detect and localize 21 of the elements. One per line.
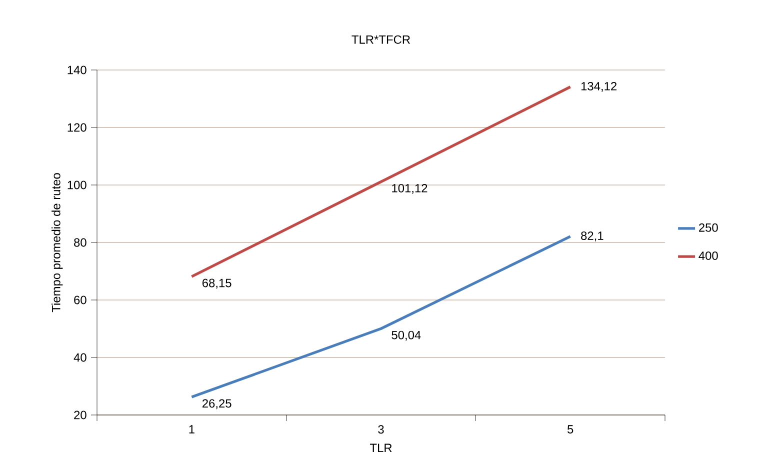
x-tick-label: 5 xyxy=(568,425,574,434)
y-tick-label: 80 xyxy=(74,238,86,247)
chart-title: TLR*TFCR xyxy=(352,35,410,44)
data-label: 101,12 xyxy=(392,184,428,194)
data-label: 82,1 xyxy=(581,232,604,242)
data-label: 50,04 xyxy=(392,330,421,341)
x-tick-label: 1 xyxy=(189,425,194,434)
y-tick-label: 40 xyxy=(74,353,86,362)
y-tick-label: 20 xyxy=(74,410,86,420)
data-label: 134,12 xyxy=(581,82,616,92)
y-axis-title: Tiempo promedio de ruteo xyxy=(52,173,63,312)
x-tick-label: 3 xyxy=(378,425,384,434)
y-tick-label: 140 xyxy=(68,66,86,74)
data-label: 68,15 xyxy=(202,278,232,289)
y-tick-label: 120 xyxy=(68,123,86,132)
data-label: 26,25 xyxy=(202,399,232,410)
legend-label: 250 xyxy=(698,223,718,232)
x-axis-title: TLR xyxy=(370,444,392,452)
y-tick-label: 100 xyxy=(68,180,86,190)
legend-label: 400 xyxy=(698,251,718,260)
y-tick-label: 60 xyxy=(74,296,86,304)
